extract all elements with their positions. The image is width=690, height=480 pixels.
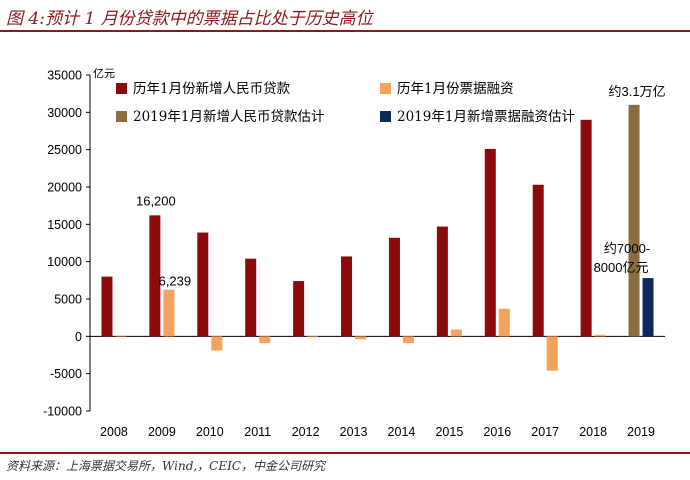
annotation-label: 16,200 (136, 193, 176, 208)
bar-2009-s2 (163, 289, 175, 337)
x-tick-label: 2011 (244, 425, 271, 439)
y-tick-label: -5000 (50, 367, 82, 381)
title-rule (0, 30, 690, 32)
x-tick-label: 2010 (196, 425, 224, 439)
bar-2015-s2 (450, 329, 462, 337)
bar-2011-s2 (259, 336, 271, 344)
bar-2010-s2 (211, 336, 223, 351)
annotation-label: 8000亿元 (594, 260, 649, 275)
x-tick-label: 2015 (435, 425, 463, 439)
legend-swatch-1 (116, 83, 127, 94)
y-tick-label: -10000 (43, 405, 82, 419)
chart: -10000 -5000 0 5000 10000 15000 20000 25000 3000… (43, 67, 666, 439)
y-tick-label: 25000 (47, 143, 82, 157)
y-tick-label: 10000 (47, 255, 82, 269)
bar-2012-s1 (293, 281, 305, 337)
x-tick-label: 2014 (388, 425, 416, 439)
bar-2012-s2 (307, 336, 319, 338)
x-tick-label: 2018 (579, 425, 607, 439)
x-tick-label: 2019 (627, 425, 655, 439)
bar-2015-s1 (436, 226, 448, 337)
bar-2010-s1 (197, 232, 209, 337)
annotation-label: 约7000- (604, 241, 650, 256)
bar-2008-s1 (101, 276, 113, 337)
chart-title: 图 4:预计 1 月份贷款中的票据占比处于历史高位 (6, 9, 373, 29)
bar-2014-s1 (388, 237, 400, 337)
legend-swatch-3 (116, 111, 127, 122)
bar-2013-s2 (355, 336, 367, 340)
bar-2013-s1 (341, 256, 353, 337)
source-rule (0, 452, 690, 454)
source-note: 资料来源：上海票据交易所，Wind,，CEIC，中金公司研究 (6, 459, 326, 473)
y-tick-label: 0 (75, 330, 82, 344)
y-tick-label: 35000 (47, 69, 82, 83)
annotation-label: 6,239 (159, 274, 192, 289)
y-tick-label: 5000 (54, 293, 82, 307)
unit-label: 亿元 (93, 67, 115, 80)
legend-label-4: 2019年1月新增票据融资估计 (397, 109, 575, 125)
bar-2017-s1 (532, 184, 544, 337)
x-tick-label: 2012 (292, 425, 320, 439)
y-tick-label: 15000 (47, 218, 82, 232)
y-tick-label: 20000 (47, 181, 82, 195)
legend-swatch-4 (380, 111, 391, 122)
bar-2016-s1 (484, 148, 496, 337)
bar-2018-s1 (580, 119, 592, 337)
legend-label-2: 历年1月份票据融资 (397, 81, 514, 97)
bar-2018-s2 (594, 334, 606, 337)
bar-2014-s2 (402, 336, 414, 344)
bar-2019-s4 (642, 278, 654, 337)
legend-swatch-2 (380, 83, 391, 94)
bar-2009-s1 (149, 215, 161, 337)
y-tick-label: 30000 (47, 106, 82, 120)
legend-label-3: 2019年1月新增人民币贷款估计 (133, 109, 324, 125)
bar-2008-s2 (115, 335, 127, 337)
x-tick-label: 2013 (340, 425, 368, 439)
x-tick-label: 2009 (148, 425, 176, 439)
bar-2017-s2 (546, 336, 558, 371)
annotation-label: 约3.1万亿 (609, 84, 666, 99)
x-tick-label: 2016 (483, 425, 511, 439)
bar-2019-s3 (628, 104, 640, 337)
legend-label-1: 历年1月份新增人民币贷款 (133, 81, 291, 97)
bar-2011-s1 (245, 258, 257, 337)
bar-2016-s2 (498, 308, 510, 337)
x-tick-label: 2008 (100, 425, 128, 439)
x-tick-label: 2017 (531, 425, 559, 439)
